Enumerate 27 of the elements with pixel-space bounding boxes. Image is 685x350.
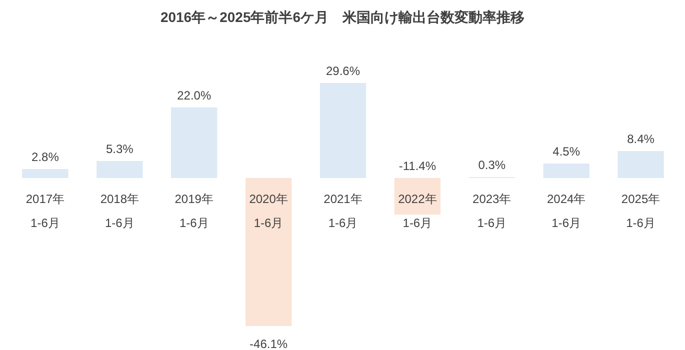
bar	[394, 178, 441, 215]
data-label: 4.5%	[552, 144, 580, 159]
data-label: -46.1%	[250, 337, 288, 350]
x-tick-label: 2025年 1-6月	[621, 192, 660, 230]
data-label: 22.0%	[177, 88, 212, 102]
bar	[320, 83, 366, 178]
x-tick-label: 2024年 1-6月	[546, 192, 586, 230]
x-tick-label: 2020年 1-6月	[249, 192, 288, 230]
data-label: -11.4%	[398, 159, 436, 174]
data-label: 8.4%	[627, 132, 655, 146]
bar	[543, 164, 590, 178]
x-tick-label: 2022年 1-6月	[398, 192, 437, 230]
chart-title: 2016年～2025年前半6ケ月 米国向け輸出台数変動率推移	[160, 9, 525, 25]
data-label: 5.3%	[106, 142, 134, 156]
data-label: 2.8%	[32, 150, 60, 164]
data-label: 29.6%	[326, 64, 360, 78]
bar	[245, 178, 292, 326]
bar	[22, 169, 68, 178]
x-tick-label: 2019年 1-6月	[174, 192, 214, 230]
x-tick-label: 2021年 1-6月	[324, 192, 362, 230]
x-tick-label: 2017年 1-6月	[26, 192, 65, 230]
bar	[171, 107, 218, 178]
x-tick-label: 2023年 1-6月	[472, 192, 512, 230]
data-label: 0.3%	[478, 158, 506, 172]
x-tick-label: 2018年 1-6月	[100, 192, 140, 230]
bar	[96, 161, 143, 178]
bar	[618, 151, 664, 178]
